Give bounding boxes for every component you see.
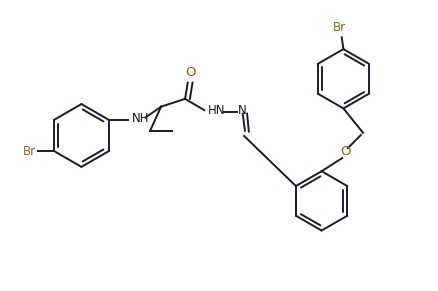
Text: N: N (238, 104, 247, 117)
Text: Br: Br (23, 145, 36, 158)
Text: HN: HN (208, 104, 225, 117)
Text: NH: NH (131, 111, 149, 125)
Text: Br: Br (332, 21, 346, 34)
Text: O: O (185, 66, 196, 79)
Text: O: O (340, 145, 351, 158)
